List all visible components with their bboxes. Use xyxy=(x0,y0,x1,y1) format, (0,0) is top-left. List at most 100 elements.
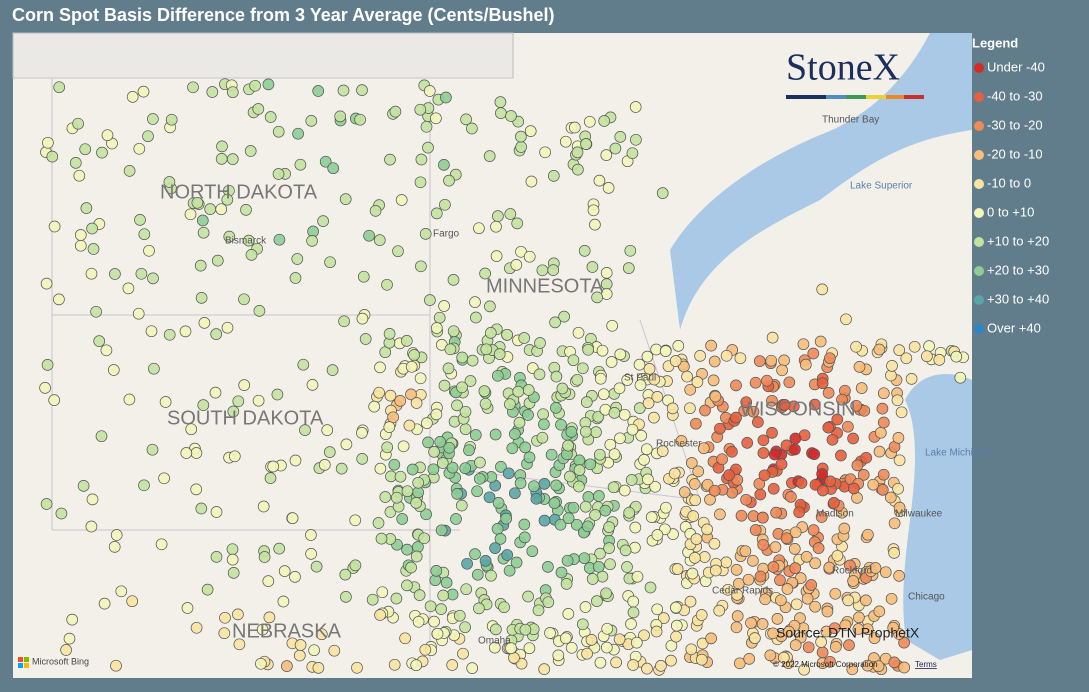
point xyxy=(479,555,492,567)
point xyxy=(539,146,551,159)
point xyxy=(469,296,481,308)
point xyxy=(505,642,517,655)
point xyxy=(323,446,336,458)
point xyxy=(422,436,434,449)
point xyxy=(403,419,416,432)
point xyxy=(340,438,353,451)
point xyxy=(627,606,640,619)
point xyxy=(638,454,650,466)
point xyxy=(442,362,455,375)
point xyxy=(443,174,455,187)
point xyxy=(799,358,812,371)
point xyxy=(197,226,210,239)
terms-link[interactable]: Terms xyxy=(915,660,937,669)
point xyxy=(846,663,859,676)
point xyxy=(444,343,457,356)
point xyxy=(519,441,532,454)
point xyxy=(809,600,821,613)
point xyxy=(195,292,208,304)
point xyxy=(421,417,433,429)
point xyxy=(286,512,299,525)
point xyxy=(900,352,913,365)
point xyxy=(394,395,407,407)
legend: Under -40 -40 to -30 -30 to -20 -20 to -10 -… xyxy=(974,59,1049,335)
point xyxy=(95,430,108,443)
point xyxy=(950,350,963,363)
point xyxy=(623,506,636,519)
point xyxy=(291,253,304,265)
point xyxy=(622,262,635,274)
point xyxy=(722,583,734,596)
point xyxy=(749,376,762,389)
place-label: Chicago xyxy=(908,592,945,603)
point xyxy=(708,484,721,497)
point xyxy=(195,502,208,515)
legend-swatch xyxy=(974,324,984,334)
point xyxy=(471,485,483,498)
point xyxy=(608,448,621,461)
point xyxy=(396,513,409,525)
point xyxy=(133,142,146,155)
point xyxy=(807,347,820,360)
point xyxy=(227,567,240,579)
point xyxy=(456,381,468,394)
point xyxy=(598,115,611,127)
place-label: Madison xyxy=(816,509,854,520)
point xyxy=(137,85,150,98)
point xyxy=(438,379,451,392)
point xyxy=(511,217,524,230)
point xyxy=(808,398,821,411)
point xyxy=(714,422,726,435)
point xyxy=(816,646,829,659)
point xyxy=(356,312,369,325)
point xyxy=(318,459,331,471)
point xyxy=(532,604,545,617)
point xyxy=(867,478,880,491)
point xyxy=(334,110,347,123)
point xyxy=(394,470,407,483)
point xyxy=(528,480,540,493)
point xyxy=(457,647,469,660)
point xyxy=(494,533,507,545)
point xyxy=(573,464,586,476)
point xyxy=(550,370,563,383)
point xyxy=(126,91,139,103)
point xyxy=(197,399,210,411)
point xyxy=(778,354,790,367)
point xyxy=(789,432,802,445)
point xyxy=(374,462,387,475)
point xyxy=(93,335,106,347)
point xyxy=(410,497,423,509)
point xyxy=(853,611,865,624)
point xyxy=(446,659,459,671)
point xyxy=(526,545,539,558)
point xyxy=(46,150,59,163)
point xyxy=(233,638,246,651)
point xyxy=(419,228,432,240)
legend-swatch xyxy=(974,295,984,305)
point xyxy=(608,407,621,419)
point xyxy=(232,608,244,621)
point xyxy=(339,568,352,581)
point xyxy=(705,632,717,645)
point xyxy=(767,482,780,495)
point xyxy=(218,627,231,640)
point xyxy=(387,411,399,424)
point xyxy=(108,541,121,553)
point xyxy=(805,579,818,591)
state-label: NORTH DAKOTA xyxy=(160,181,318,203)
point xyxy=(405,360,418,373)
point xyxy=(888,547,900,559)
point xyxy=(292,127,304,140)
point xyxy=(774,574,786,587)
point xyxy=(562,439,574,452)
point xyxy=(219,611,231,624)
point xyxy=(822,387,835,399)
point xyxy=(326,364,339,376)
point xyxy=(538,514,551,527)
point xyxy=(187,81,199,94)
point xyxy=(572,326,585,339)
point xyxy=(126,595,139,608)
point xyxy=(437,589,450,602)
